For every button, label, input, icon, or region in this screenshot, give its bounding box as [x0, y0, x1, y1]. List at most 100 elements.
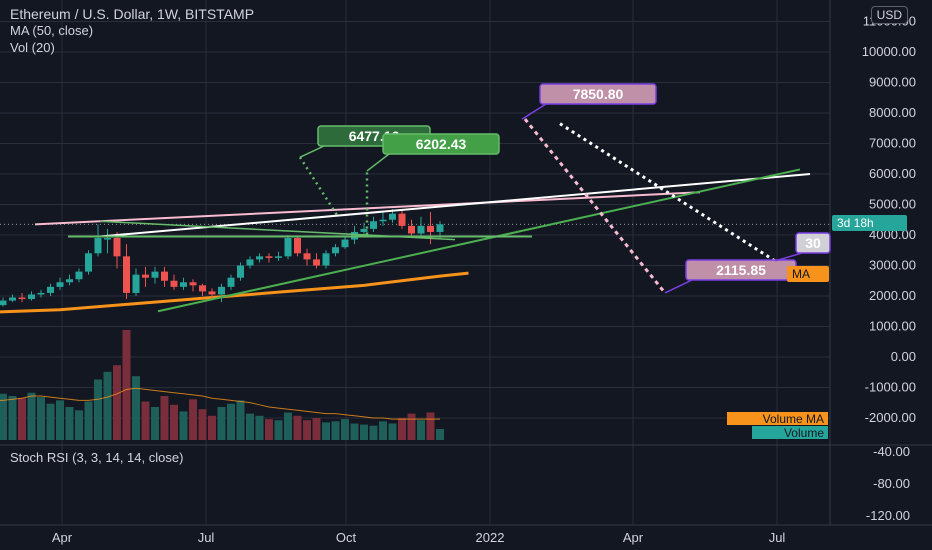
- rsi-tick-label: -40.00: [873, 444, 910, 459]
- candle-body: [0, 300, 7, 306]
- volume-bar: [436, 429, 444, 440]
- candle-body: [246, 259, 254, 266]
- volume-bar: [379, 421, 387, 440]
- volume-bar: [160, 396, 169, 440]
- volume-bar: [75, 410, 83, 440]
- candle-body: [408, 225, 415, 234]
- callout-box: [382, 133, 500, 155]
- callout-label: 30: [805, 235, 821, 251]
- volume-ma-line: [0, 387, 440, 420]
- candle-body: [151, 271, 159, 278]
- volume-bar: [274, 420, 283, 440]
- volume-bar: [8, 396, 17, 440]
- candle-body: [284, 238, 292, 257]
- volume-bar: [56, 400, 64, 440]
- candle-body: [332, 247, 339, 254]
- volume-bar: [217, 407, 226, 440]
- volume-bar: [265, 419, 273, 440]
- volume-bar: [141, 401, 150, 440]
- projection-dotted-pink: [523, 118, 667, 294]
- volume-badge-label: Volume MA: [763, 412, 824, 426]
- annotation-6202: 6202.43: [366, 133, 500, 172]
- volume-bar: [293, 415, 302, 440]
- volume-bar: [322, 422, 330, 440]
- callout-box: [539, 83, 657, 105]
- projection-dotted-white: [559, 122, 776, 263]
- candle-body: [417, 225, 425, 234]
- price-tick-label: 8000.00: [869, 105, 916, 120]
- volume-bar: [151, 407, 159, 440]
- volume-bar: [27, 392, 36, 440]
- candle-body: [9, 297, 16, 301]
- volume-bar: [18, 398, 26, 440]
- volume-bar: [426, 412, 435, 440]
- time-tick-label: Jul: [198, 530, 215, 545]
- price-tick-label: 0.00: [891, 349, 916, 364]
- volume-bar: [94, 379, 102, 440]
- candle-body: [94, 238, 102, 254]
- callout-label: 6202.43: [416, 136, 467, 152]
- callout-pointer: [774, 252, 803, 262]
- time-tick-label: 2022: [476, 530, 505, 545]
- axis-badge-label: MA: [792, 267, 810, 281]
- candle-body: [208, 291, 216, 295]
- volume-badge: [752, 426, 828, 439]
- stoch-rsi-legend[interactable]: Stoch RSI (3, 3, 14, 14, close): [10, 450, 184, 465]
- candle-body: [56, 282, 64, 287]
- candle-body: [85, 253, 92, 272]
- annotation-30: 30: [774, 232, 831, 262]
- candle-body: [389, 213, 396, 220]
- callout-pointer: [299, 145, 325, 158]
- price-tick-label: 5000.00: [869, 197, 916, 212]
- candle-body: [123, 256, 130, 293]
- candle-body: [313, 259, 320, 266]
- callout-pointer: [366, 153, 390, 172]
- volume-bar: [208, 415, 216, 440]
- candle-body: [398, 213, 406, 226]
- price-tick-label: 6000.00: [869, 166, 916, 181]
- volume-bar: [227, 403, 235, 440]
- candle-body: [436, 224, 444, 232]
- trend-line-green-rising: [157, 168, 801, 313]
- volume-bar: [0, 393, 7, 440]
- volume-legend[interactable]: Vol (20): [10, 40, 55, 55]
- volume-bar: [388, 423, 397, 440]
- candle-body: [113, 238, 121, 257]
- time-tick-label: Apr: [52, 530, 73, 545]
- candle-body: [37, 292, 45, 295]
- candle-body: [180, 282, 187, 287]
- volume-bar: [369, 425, 378, 440]
- volume-badge: [727, 412, 828, 425]
- candle-body: [294, 238, 301, 254]
- candle-body: [75, 271, 83, 280]
- time-tick-label: Jul: [769, 530, 786, 545]
- ma-legend[interactable]: MA (50, close): [10, 23, 94, 38]
- price-tick-label: 1000.00: [869, 319, 916, 334]
- candle-body: [275, 256, 282, 258]
- volume-bar: [341, 419, 349, 440]
- volume-badge-label: Volume: [784, 426, 824, 440]
- candle-body: [28, 294, 35, 300]
- candle-body: [142, 274, 149, 278]
- volume-bar: [132, 376, 140, 440]
- chart-title: Ethereum / U.S. Dollar, 1W, BITSTAMP: [10, 6, 255, 22]
- volume-bar: [65, 407, 74, 440]
- volume-bar: [303, 420, 311, 440]
- annotation-2115: 2115.85: [664, 259, 797, 294]
- candle-body: [370, 221, 377, 229]
- candle-body: [427, 225, 434, 232]
- candle-body: [18, 297, 26, 300]
- volume-bar: [46, 403, 55, 440]
- trend-line-green-descending: [99, 220, 456, 241]
- currency-button[interactable]: USD: [870, 6, 908, 24]
- projection-dotted-green: [298, 156, 340, 218]
- volume-bar: [236, 400, 245, 440]
- volume-series: [0, 330, 444, 440]
- candle-body: [199, 285, 206, 292]
- trend-lines: [34, 118, 811, 313]
- candle-body: [161, 271, 168, 281]
- candle-body: [47, 286, 54, 293]
